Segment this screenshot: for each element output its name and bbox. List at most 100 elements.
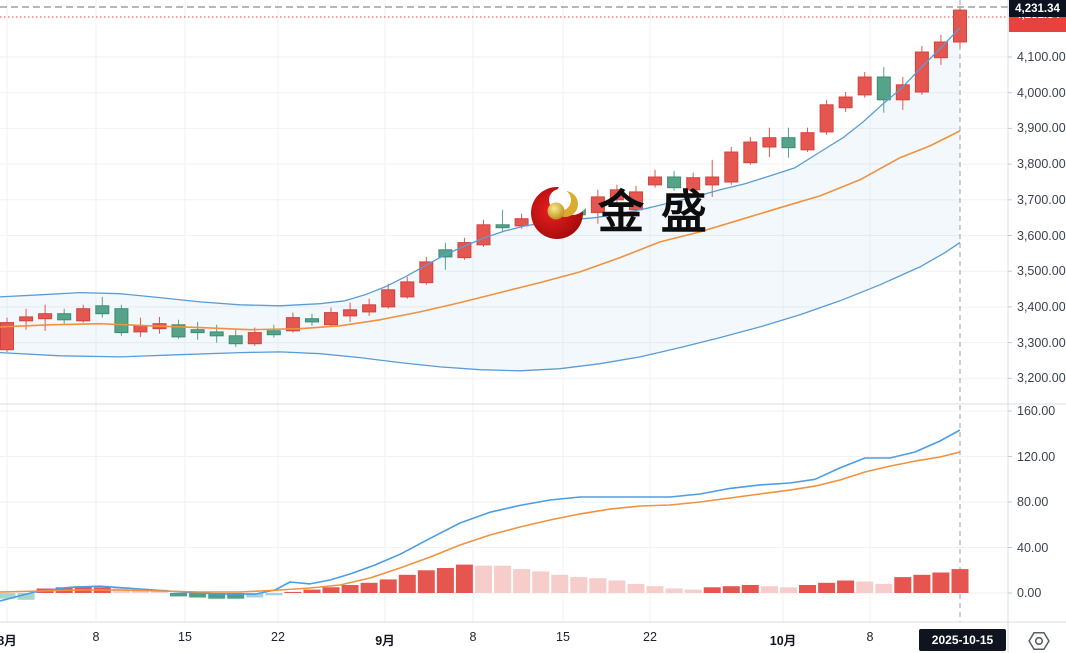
price-axis-label: 3,700.00	[1017, 192, 1066, 207]
bollinger-band-fill	[0, 27, 960, 371]
macd-histogram-bar	[570, 577, 588, 593]
indicator-axis-label: 0.00	[1017, 586, 1042, 600]
macd-histogram-bar	[722, 586, 740, 593]
candle-body	[38, 313, 53, 320]
macd-histogram-bar	[284, 591, 302, 593]
candle-body	[381, 289, 396, 308]
time-axis-label: 22	[271, 630, 285, 644]
candle-body	[209, 331, 224, 337]
time-axis-label: 15	[556, 630, 570, 644]
macd-histogram-bar	[894, 577, 912, 593]
time-axis-label: 8月	[0, 634, 17, 648]
macd-histogram-bar	[455, 564, 473, 593]
macd-histogram-bar	[703, 587, 721, 593]
macd-histogram-bar	[932, 572, 950, 593]
candle-body	[571, 204, 586, 216]
indicator-axis-label: 40.00	[1017, 540, 1049, 555]
macd-slow-line	[0, 451, 961, 593]
macd-histogram-bar	[398, 574, 416, 593]
candle-body	[476, 224, 491, 246]
candle-body	[876, 76, 891, 101]
macd-histogram-bar	[227, 593, 245, 599]
macd-histogram-bar	[760, 586, 778, 593]
candle-body	[953, 9, 967, 43]
bollinger-middle-line	[0, 130, 961, 331]
candle-body	[800, 132, 815, 151]
macd-histogram-bar	[780, 587, 797, 593]
time-axis-label: 9月	[375, 634, 395, 648]
candle-body	[933, 41, 948, 59]
candle-body	[0, 322, 14, 351]
candle-body	[609, 189, 624, 201]
macd-histogram-bar	[799, 585, 816, 593]
macd-histogram-bar	[551, 574, 569, 593]
macd-histogram-bar	[379, 579, 397, 593]
candle-body	[914, 51, 929, 93]
hexagon-settings-icon	[1028, 631, 1050, 651]
candle-body	[228, 335, 243, 345]
candle-body	[76, 308, 91, 322]
candle-body	[457, 242, 472, 259]
candle-body	[724, 151, 739, 183]
macd-histogram-bar	[303, 589, 321, 593]
last-price-badge: 4,231.34	[1009, 17, 1066, 32]
candle-body	[171, 324, 186, 338]
crosshair-price-badge: 4,231.34	[1009, 0, 1066, 17]
candle-body	[285, 317, 300, 332]
macd-histogram-bar	[589, 578, 607, 593]
candle-body	[57, 313, 72, 321]
price-axis-label: 3,200.00	[1017, 371, 1066, 386]
macd-histogram-bar	[837, 580, 855, 593]
indicator-axis-label: 160.00	[1017, 404, 1056, 418]
macd-histogram-bar	[208, 593, 226, 599]
candle-body	[514, 218, 529, 227]
macd-histogram-bar	[513, 569, 531, 593]
candle-body	[133, 325, 148, 333]
macd-histogram-bar	[475, 565, 492, 593]
macd-histogram-bar	[494, 565, 512, 593]
price-axis-label: 3,300.00	[1017, 335, 1066, 350]
candle-body	[247, 332, 262, 345]
candle-body	[362, 304, 377, 313]
macd-histogram-bar	[913, 574, 931, 593]
candle-body	[19, 316, 34, 322]
candle-body	[838, 96, 853, 109]
macd-histogram-bar	[532, 571, 550, 593]
candle-body	[343, 309, 358, 317]
macd-histogram-bar	[417, 570, 435, 594]
bollinger-lower-line	[0, 242, 961, 372]
axis-settings-icon[interactable]	[1028, 631, 1050, 651]
time-axis-label: 15	[178, 630, 192, 644]
last-price-badge-text: 4,231.34	[1009, 17, 1066, 21]
candle-body	[762, 137, 777, 148]
candle-body	[781, 137, 796, 149]
candle-body	[552, 201, 567, 218]
macd-histogram-bar	[818, 582, 836, 593]
time-axis-label: 8	[92, 630, 100, 644]
candle-body	[190, 329, 205, 334]
macd-histogram-bar	[875, 583, 893, 593]
candle-body	[305, 318, 319, 323]
macd-histogram-bar	[322, 587, 340, 593]
candle-body	[857, 76, 872, 96]
indicator-axis-label: 120.00	[1017, 449, 1056, 464]
candle-body	[629, 191, 643, 211]
candle-body	[705, 176, 720, 186]
macd-histogram-bar	[608, 580, 626, 593]
macd-histogram-bar	[627, 583, 645, 593]
candle-body	[95, 305, 110, 315]
price-axis-label: 3,500.00	[1017, 264, 1066, 279]
candle-body	[400, 281, 415, 298]
time-axis-label: 8	[866, 630, 874, 644]
macd-histogram-bar	[17, 593, 35, 600]
macd-histogram-bar	[360, 582, 378, 593]
macd-histogram-bar	[265, 593, 283, 596]
macd-histogram-bar	[951, 569, 969, 593]
macd-histogram-bar	[436, 568, 454, 593]
macd-histogram-bar	[341, 585, 359, 593]
candle-body	[686, 177, 701, 191]
macd-histogram-bar	[741, 585, 759, 593]
candle-body	[324, 312, 338, 326]
